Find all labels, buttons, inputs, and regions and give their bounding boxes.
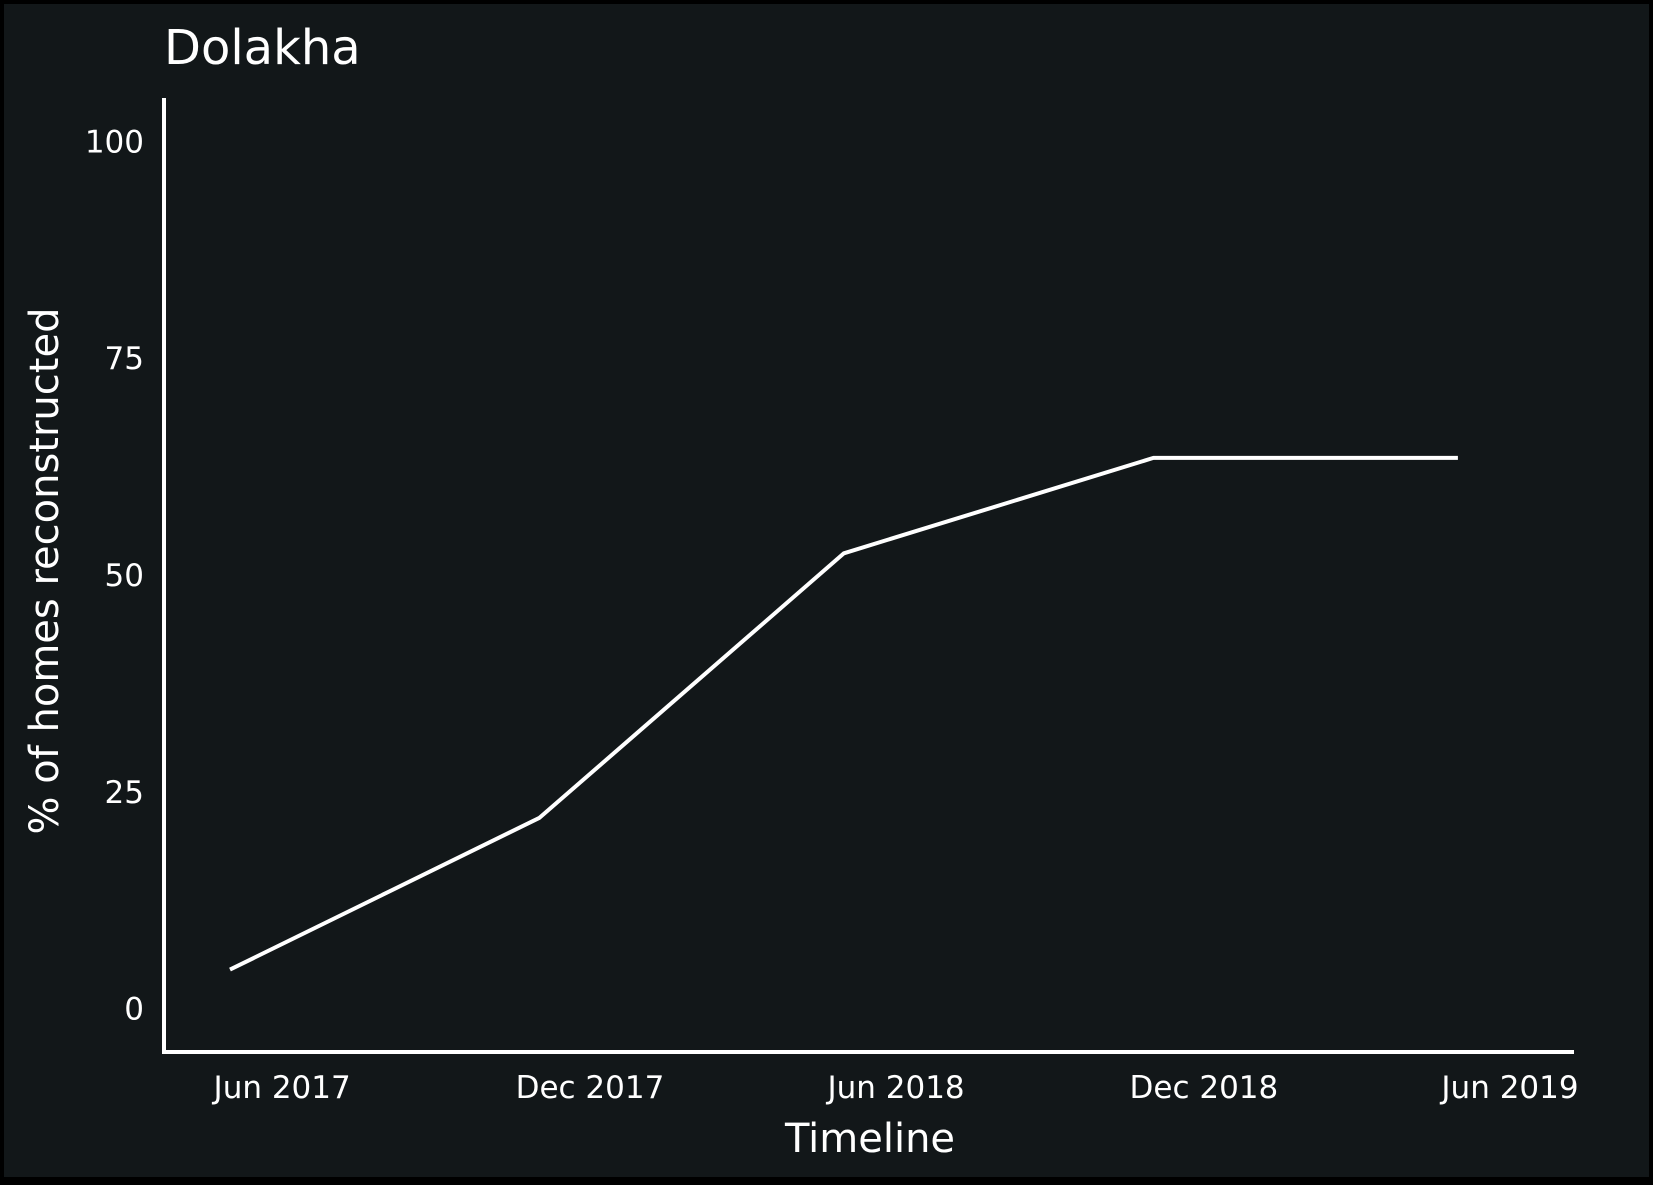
y-tick-labels: 0 25 50 75 100	[85, 124, 144, 1027]
chart-title: Dolakha	[164, 20, 361, 76]
x-tick-label: Jun 2018	[825, 1070, 964, 1106]
y-tick-label: 75	[105, 341, 144, 377]
x-tick-label: Jun 2017	[212, 1070, 351, 1106]
series-line	[230, 458, 1458, 970]
x-tick-label: Dec 2017	[516, 1070, 665, 1106]
y-tick-label: 0	[124, 992, 144, 1028]
x-tick-label: Jun 2019	[1439, 1070, 1578, 1106]
x-tick-labels: Jun 2017 Dec 2017 Jun 2018 Dec 2018 Jun 2019	[212, 1070, 1579, 1106]
y-axis-title: % of homes reconstructed	[22, 308, 68, 835]
y-tick-label: 50	[105, 558, 144, 594]
line-chart: Dolakha % of homes reconstructed Timelin…	[4, 4, 1653, 1185]
y-tick-label: 100	[85, 124, 144, 160]
series-layer	[230, 458, 1458, 970]
y-tick-label: 25	[105, 775, 144, 811]
axes	[162, 98, 1574, 1052]
x-axis-title: Timeline	[784, 1116, 955, 1162]
x-tick-label: Dec 2018	[1130, 1070, 1279, 1106]
